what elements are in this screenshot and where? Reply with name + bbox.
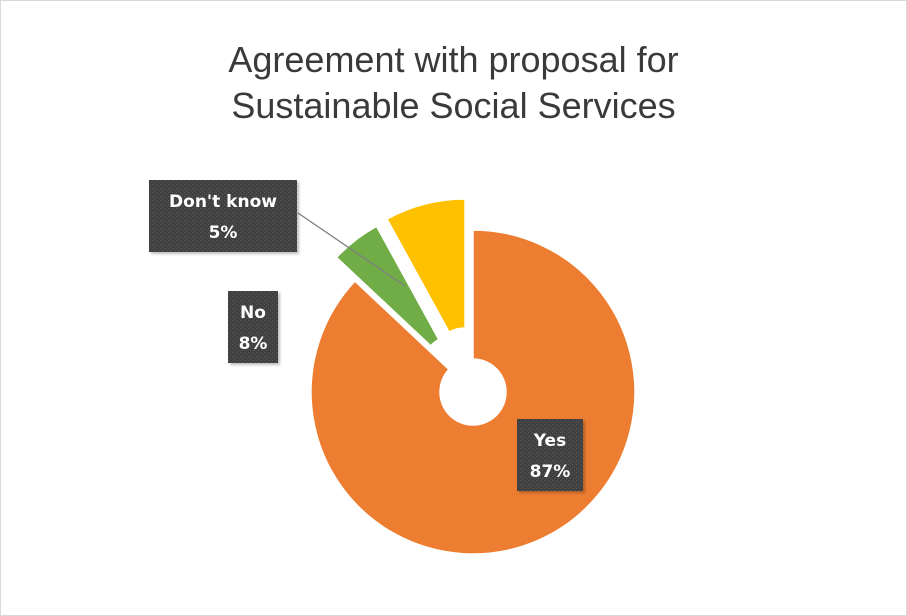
data-label-no: No 8% bbox=[228, 291, 278, 363]
data-label-box-no bbox=[228, 291, 278, 363]
data-label-yes: Yes 87% bbox=[517, 419, 583, 491]
data-label-value-don-t-know: 5% bbox=[209, 223, 238, 243]
chart-title-line-2: Sustainable Social Services bbox=[231, 85, 676, 126]
data-label-category-don-t-know: Don't know bbox=[169, 192, 277, 212]
data-label-value-yes: 87% bbox=[530, 462, 571, 482]
data-label-box-yes bbox=[517, 419, 583, 491]
pie-slices bbox=[310, 198, 636, 555]
data-label-value-no: 8% bbox=[239, 334, 268, 354]
pie-slice-no bbox=[385, 198, 466, 334]
chart-title-line-1: Agreement with proposal for bbox=[228, 39, 679, 80]
chart-title: Agreement with proposal for Sustainable … bbox=[1, 37, 906, 129]
leader-line-dont-know bbox=[297, 212, 406, 287]
data-labels: Yes 87% Don't know 5% No 8% bbox=[149, 180, 583, 491]
data-label-box-don-t-know bbox=[149, 180, 297, 252]
data-label-category-no: No bbox=[240, 303, 266, 323]
data-label-category-yes: Yes bbox=[533, 431, 566, 451]
data-label-don-t-know: Don't know 5% bbox=[149, 180, 297, 252]
